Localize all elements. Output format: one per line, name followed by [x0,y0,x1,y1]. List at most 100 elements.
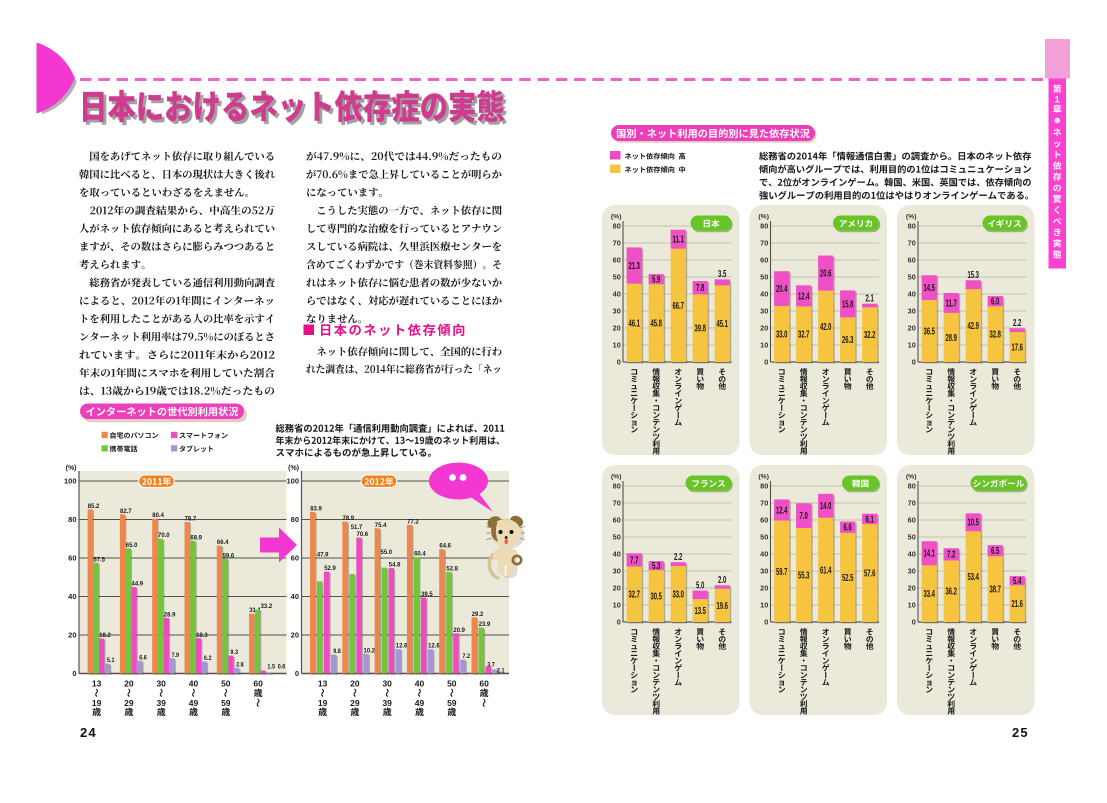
svg-text:32.7: 32.7 [628,590,640,601]
svg-text:11.7: 11.7 [945,298,957,309]
svg-text:39.8: 39.8 [694,324,706,335]
svg-text:57.5: 57.5 [93,556,105,563]
svg-text:51.7: 51.7 [351,524,363,531]
svg-text:59.7: 59.7 [776,567,788,578]
svg-text:12.6: 12.6 [428,643,440,650]
svg-text:52.8: 52.8 [446,565,458,572]
svg-text:3.5: 3.5 [718,269,727,280]
svg-text:3.7: 3.7 [487,662,495,669]
svg-text:15.3: 15.3 [967,270,979,281]
svg-text:5.1: 5.1 [107,657,115,664]
svg-text:80: 80 [291,515,299,524]
svg-text:20.6: 20.6 [820,269,832,280]
svg-text:59.6: 59.6 [223,552,235,559]
svg-text:80.4: 80.4 [152,512,164,519]
svg-text:5.0: 5.0 [696,580,705,591]
svg-text:46.1: 46.1 [628,318,640,329]
svg-text:2.1: 2.1 [866,294,875,305]
svg-text:6.6: 6.6 [844,523,853,534]
svg-text:64.6: 64.6 [439,543,451,550]
svg-text:2.8: 2.8 [236,662,244,669]
svg-text:5.4: 5.4 [1013,576,1022,587]
svg-text:6.0: 6.0 [991,297,1000,308]
svg-text:2.1: 2.1 [497,667,505,674]
svg-text:77.2: 77.2 [407,518,419,525]
svg-text:32.7: 32.7 [798,330,810,341]
svg-text:14.1: 14.1 [923,549,935,560]
svg-text:2.2: 2.2 [674,552,683,563]
svg-text:32.2: 32.2 [864,330,876,341]
svg-text:45.8: 45.8 [650,319,662,330]
svg-text:55.3: 55.3 [798,571,810,582]
svg-text:10.5: 10.5 [967,518,979,529]
svg-text:6.6: 6.6 [139,654,147,661]
svg-text:33.0: 33.0 [672,590,684,601]
svg-text:17.6: 17.6 [1011,343,1023,354]
svg-text:40: 40 [68,592,76,601]
svg-text:40: 40 [291,592,299,601]
svg-text:55.0: 55.0 [381,549,393,556]
svg-text:5.3: 5.3 [652,561,661,572]
svg-text:68.9: 68.9 [190,534,202,541]
svg-text:47.9: 47.9 [317,552,329,559]
svg-text:9.3: 9.3 [230,649,238,656]
svg-text:13.5: 13.5 [694,606,706,617]
svg-text:6.2: 6.2 [204,655,212,662]
svg-text:11.1: 11.1 [672,235,684,246]
svg-text:19.6: 19.6 [716,601,728,612]
svg-text:(%): (%) [66,465,77,472]
svg-text:1.5: 1.5 [267,664,275,671]
svg-text:7.2: 7.2 [462,653,470,660]
svg-text:78.7: 78.7 [185,516,197,523]
svg-text:15.8: 15.8 [842,299,854,310]
svg-text:(%): (%) [288,465,299,472]
svg-text:100: 100 [286,477,299,486]
svg-text:7.0: 7.0 [800,511,809,522]
svg-text:7.2: 7.2 [947,550,956,561]
svg-text:10.2: 10.2 [364,647,376,654]
svg-text:66.7: 66.7 [672,301,684,312]
svg-text:42.9: 42.9 [967,321,979,332]
svg-text:38.7: 38.7 [989,585,1001,596]
svg-text:52.9: 52.9 [324,565,336,572]
svg-text:28.9: 28.9 [164,611,176,618]
svg-text:70.6: 70.6 [357,531,369,538]
svg-text:14.5: 14.5 [923,283,935,294]
svg-text:57.6: 57.6 [864,569,876,580]
svg-text:30.5: 30.5 [650,592,662,603]
svg-text:20: 20 [68,631,76,640]
svg-text:12.6: 12.6 [396,643,408,650]
svg-text:82.7: 82.7 [120,508,132,515]
svg-text:70.0: 70.0 [158,532,170,539]
svg-text:6.5: 6.5 [991,546,1000,557]
svg-text:0: 0 [295,669,299,678]
svg-text:20.9: 20.9 [453,627,465,634]
svg-text:12.4: 12.4 [776,505,788,516]
svg-text:100: 100 [64,477,77,486]
svg-text:29.2: 29.2 [472,611,484,618]
svg-text:60.4: 60.4 [414,551,426,558]
svg-text:9.8: 9.8 [333,648,341,655]
svg-text:7.8: 7.8 [696,283,705,294]
svg-text:1: 1 [1055,95,1060,105]
svg-text:2.0: 2.0 [718,575,727,586]
svg-text:75.4: 75.4 [375,522,387,529]
svg-text:36.5: 36.5 [923,327,935,338]
svg-text:7.7: 7.7 [630,555,639,566]
svg-text:21.6: 21.6 [1011,599,1023,610]
svg-text:0.6: 0.6 [278,664,286,671]
svg-text:5.9: 5.9 [652,275,661,286]
svg-text:12.4: 12.4 [798,291,810,302]
svg-text:39.5: 39.5 [421,591,433,598]
svg-text:42.0: 42.0 [820,322,832,333]
svg-text:60: 60 [68,554,76,563]
svg-text:80: 80 [68,515,76,524]
svg-text:24: 24 [80,725,97,740]
svg-text:52.5: 52.5 [842,573,854,584]
svg-text:53.4: 53.4 [967,572,979,583]
svg-text:78.9: 78.9 [343,515,355,522]
svg-text:54.8: 54.8 [389,562,401,569]
svg-text:36.2: 36.2 [945,587,957,598]
svg-text:6.1: 6.1 [866,514,875,525]
svg-text:0: 0 [72,669,76,678]
